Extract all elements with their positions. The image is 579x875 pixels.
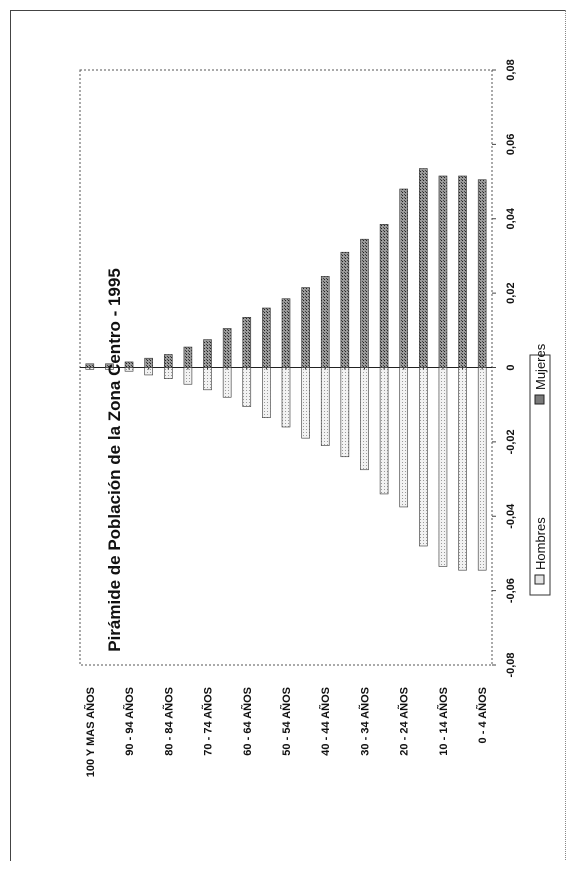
- value-tick-label: 0: [505, 364, 517, 370]
- bar-mujeres-19: [458, 175, 467, 368]
- bar-mujeres-14: [360, 238, 369, 368]
- bar-hombres-9: [262, 367, 271, 419]
- value-tick-label: -0,02: [505, 429, 517, 454]
- bar-mujeres-0: [85, 363, 95, 368]
- bar-mujeres-2: [124, 361, 134, 368]
- bar-hombres-15: [379, 367, 389, 495]
- chart-border: [10, 10, 566, 861]
- bar-hombres-6: [203, 367, 212, 391]
- bar-mujeres-1: [105, 363, 114, 368]
- category-label: 10 - 14 AÑOS: [437, 687, 450, 756]
- bar-mujeres-17: [419, 168, 428, 368]
- bar-mujeres-18: [438, 175, 448, 368]
- category-label: 20 - 24 AÑOS: [398, 687, 411, 756]
- bar-hombres-16: [399, 367, 409, 508]
- legend-box: [529, 354, 551, 596]
- value-tick-label: 0,08: [505, 59, 517, 80]
- chart-border-right: [565, 10, 566, 860]
- bar-mujeres-6: [203, 339, 212, 368]
- bar-hombres-12: [320, 367, 330, 446]
- bar-hombres-17: [419, 367, 428, 547]
- value-tick-label: 0,04: [505, 207, 517, 229]
- legend: Hombres Mujeres: [529, 343, 551, 596]
- bar-hombres-10: [281, 367, 291, 428]
- legend-label-hombres: Hombres: [533, 517, 548, 570]
- category-label: 80 - 84 AÑOS: [162, 687, 175, 756]
- category-label: 50 - 54 AÑOS: [280, 687, 293, 756]
- category-label: 40 - 44 AÑOS: [319, 687, 332, 756]
- bar-mujeres-8: [242, 316, 252, 368]
- category-label: 0 - 4 AÑOS: [476, 687, 489, 743]
- bar-mujeres-5: [183, 346, 193, 368]
- bar-mujeres-15: [379, 224, 389, 368]
- bar-mujeres-16: [399, 188, 409, 368]
- bar-mujeres-12: [320, 276, 330, 368]
- bar-hombres-20: [477, 367, 487, 571]
- category-label: 90 - 94 AÑOS: [123, 687, 136, 756]
- category-label: 100 Y MAS AÑOS: [84, 687, 97, 777]
- chart-title: Pirámide de Población de la Zona Centro …: [105, 268, 124, 652]
- value-tick-label: -0,04: [505, 503, 517, 529]
- category-label: 60 - 64 AÑOS: [241, 687, 254, 756]
- value-tick-label: 0,06: [505, 134, 517, 155]
- bar-hombres-7: [222, 367, 232, 398]
- bar-hombres-19: [458, 367, 467, 571]
- value-tick-label: -0,08: [505, 652, 517, 677]
- bar-hombres-13: [340, 367, 350, 458]
- bar-mujeres-7: [222, 328, 232, 368]
- bar-hombres-8: [242, 367, 252, 407]
- bar-mujeres-20: [477, 179, 487, 368]
- legend-swatch-mujeres: [534, 394, 545, 405]
- bar-mujeres-3: [144, 357, 153, 368]
- bar-mujeres-11: [301, 287, 310, 368]
- category-label: 30 - 34 AÑOS: [358, 687, 371, 756]
- bar-hombres-5: [183, 367, 193, 385]
- bar-hombres-18: [438, 367, 448, 567]
- value-tick-label: 0,02: [505, 282, 517, 303]
- bar-hombres-11: [301, 367, 310, 439]
- bar-mujeres-13: [340, 251, 350, 368]
- legend-label-mujeres: Mujeres: [533, 343, 548, 390]
- legend-swatch-hombres: [534, 574, 545, 585]
- category-label: 70 - 74 AÑOS: [202, 687, 215, 756]
- value-tick-label: -0,06: [505, 578, 517, 603]
- bar-mujeres-10: [281, 298, 291, 368]
- bar-mujeres-4: [163, 354, 173, 368]
- bar-hombres-14: [360, 367, 369, 471]
- bar-mujeres-9: [262, 307, 271, 368]
